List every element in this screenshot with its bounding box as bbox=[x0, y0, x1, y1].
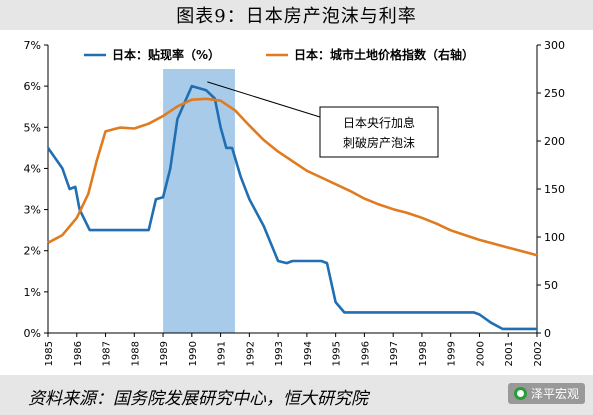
y-right-tick-label: 300 bbox=[544, 39, 565, 52]
highlight-band bbox=[163, 69, 235, 333]
source-text: 资料来源：国务院发展研究中心，恒大研究院 bbox=[28, 389, 368, 409]
x-tick-label: 1999 bbox=[447, 341, 458, 366]
x-tick-label: 1995 bbox=[332, 341, 343, 366]
watermark: 泽平宏观 bbox=[507, 383, 585, 404]
x-tick-label: 1998 bbox=[418, 341, 429, 366]
y-left-tick-label: 6% bbox=[24, 80, 41, 93]
annotation-box bbox=[319, 106, 439, 158]
legend-discount-rate-label: 日本：贴现率（%） bbox=[112, 47, 220, 62]
x-tick-label: 1989 bbox=[159, 341, 170, 366]
y-left-tick-label: 5% bbox=[24, 121, 41, 134]
annotation-text: 日本央行加息 bbox=[343, 115, 415, 130]
y-left-tick-label: 1% bbox=[24, 286, 41, 299]
legend-land-price-label: 日本：城市土地价格指数（右轴） bbox=[294, 47, 474, 62]
x-tick-label: 2002 bbox=[533, 341, 544, 366]
wechat-icon bbox=[513, 387, 527, 400]
x-tick-label: 1996 bbox=[360, 341, 371, 366]
series-line-discount-rate bbox=[46, 84, 537, 331]
y-right-tick-label: 50 bbox=[544, 279, 558, 292]
y-left-tick-label: 7% bbox=[24, 39, 41, 52]
annotation-pointer bbox=[207, 81, 321, 118]
x-tick-label: 1990 bbox=[188, 341, 199, 366]
y-right-tick-label: 200 bbox=[544, 135, 565, 148]
title-bar: 图表9：日本房产泡沫与利率 bbox=[0, 0, 593, 30]
y-left-tick-label: 3% bbox=[24, 204, 41, 217]
footer-bar: 资料来源：国务院发展研究中心，恒大研究院 泽平宏观 bbox=[0, 375, 593, 415]
x-tick-label: 2001 bbox=[504, 341, 515, 366]
y-left-tick-label: 0% bbox=[24, 327, 41, 340]
x-tick-label: 1997 bbox=[389, 341, 400, 366]
x-tick-label: 1993 bbox=[274, 341, 285, 366]
y-left-tick-label: 2% bbox=[24, 245, 41, 258]
chart-area: 0% 1% 2% 3% 4% 5% 6% 7% 0 50 100 150 200 250 300 1985 19… bbox=[24, 39, 565, 366]
y-right-tick-label: 0 bbox=[544, 327, 551, 340]
y-left-tick-label: 4% bbox=[24, 162, 41, 175]
x-tick-label: 2000 bbox=[475, 341, 486, 366]
y-right-tick-label: 100 bbox=[544, 231, 565, 244]
y-right-tick-label: 250 bbox=[544, 87, 565, 100]
y-right-tick-label: 150 bbox=[544, 183, 565, 196]
watermark-label: 泽平宏观 bbox=[530, 387, 579, 401]
chart-title: 图表9：日本房产泡沫与利率 bbox=[176, 6, 417, 27]
annotation-text: 刺破房产泡沫 bbox=[343, 135, 415, 150]
series-line-land-price bbox=[47, 97, 538, 257]
x-tick-label: 1985 bbox=[44, 341, 55, 366]
x-tick-label: 1986 bbox=[73, 341, 84, 366]
x-tick-label: 1987 bbox=[102, 341, 113, 366]
x-tick-label: 1994 bbox=[303, 341, 314, 366]
x-tick-label: 1988 bbox=[130, 341, 141, 366]
x-tick-label: 1991 bbox=[217, 341, 228, 366]
x-tick-label: 1992 bbox=[245, 341, 256, 366]
